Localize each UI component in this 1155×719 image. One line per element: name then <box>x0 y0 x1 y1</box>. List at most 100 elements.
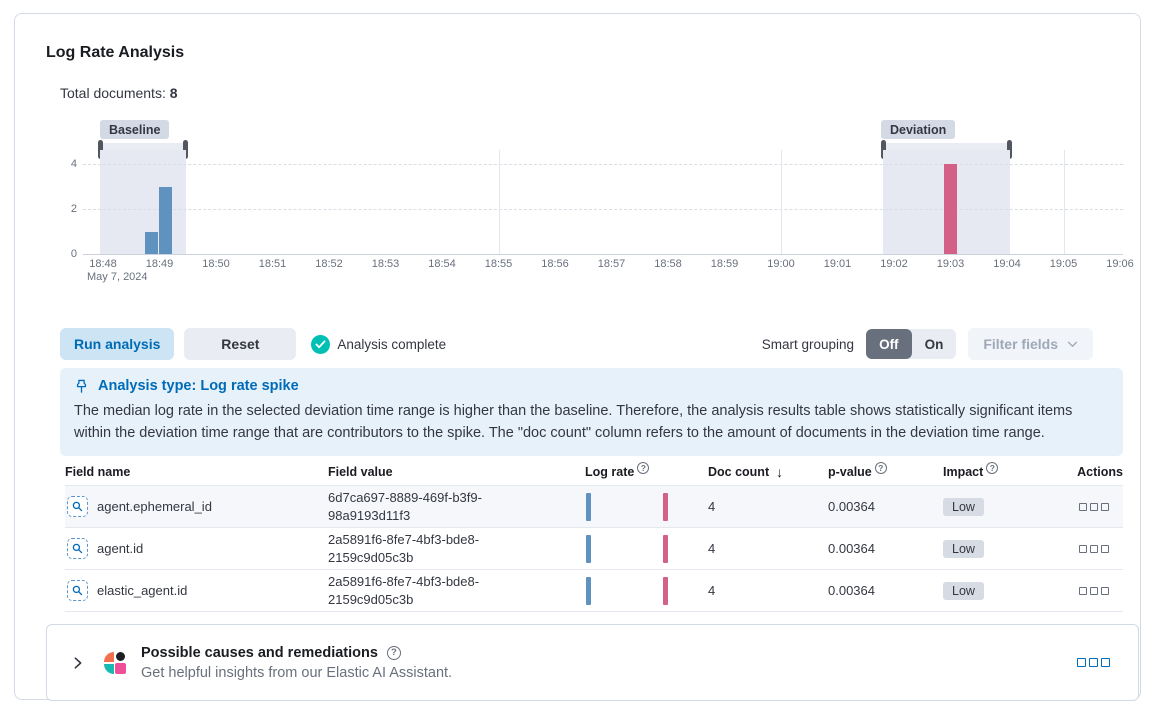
doc-count-cell: 4 <box>708 499 716 514</box>
insights-title: Possible causes and remediations <box>141 644 378 661</box>
pin-icon <box>76 379 87 393</box>
results-table: Field name Field value Log rate? Doc cou… <box>65 459 1123 612</box>
v-gridline <box>498 150 500 254</box>
log-pattern-analysis-icon[interactable] <box>67 538 88 559</box>
smart-grouping-toggle: Off On <box>866 329 957 359</box>
column-header-actions: Actions <box>1077 465 1123 479</box>
histogram-bar <box>145 231 158 254</box>
insights-subtitle: Get helpful insights from our Elastic AI… <box>141 664 453 681</box>
field-name-cell: agent.ephemeral_id <box>97 499 212 514</box>
log-rate-mini-chart <box>570 532 690 566</box>
column-header-log-rate[interactable]: Log rate? <box>570 462 690 479</box>
x-axis-label: 18:58 <box>654 258 682 270</box>
baseline-mini-bar <box>586 534 591 563</box>
x-axis-label: 18:49 <box>145 258 174 270</box>
baseline-mini-bar <box>586 492 591 521</box>
deviation-mini-bar <box>663 576 668 605</box>
histogram-bar <box>159 186 172 254</box>
smart-grouping-label: Smart grouping <box>761 336 855 352</box>
field-value-cell: 2a5891f6-8fe7-4bf3-bde8-2159c9d05c3b <box>328 531 480 565</box>
x-axis-label: 18:56 <box>541 258 569 270</box>
x-axis-label: 18:52 <box>315 258 343 270</box>
table-row: agent.ephemeral_id 6d7ca697-8889-469f-b3… <box>65 485 1123 527</box>
filter-fields-button[interactable]: Filter fields <box>968 328 1093 360</box>
column-header-doc-count[interactable]: Doc count ↓ <box>708 464 784 480</box>
h-gridline <box>83 164 1123 165</box>
possible-causes-accordion[interactable]: Possible causes and remediations ? Get h… <box>46 624 1139 701</box>
row-actions-icon[interactable] <box>1079 586 1109 595</box>
histogram-bar <box>944 164 957 254</box>
table-row: agent.id 2a5891f6-8fe7-4bf3-bde8-2159c9d… <box>65 527 1123 569</box>
document-count-chart[interactable] <box>83 150 1123 255</box>
x-axis-label: 19:03 <box>936 258 965 270</box>
log-rate-analysis-panel: Log Rate Analysis Total documents: 8 Bas… <box>14 13 1141 701</box>
baseline-badge: Baseline <box>100 120 170 139</box>
info-icon[interactable]: ? <box>986 462 999 474</box>
p-value-cell: 0.00364 <box>828 541 875 556</box>
run-analysis-button[interactable]: Run analysis <box>60 328 175 360</box>
callout-body: The median log rate in the selected devi… <box>74 403 1073 441</box>
analysis-status-label: Analysis complete <box>337 336 447 352</box>
field-value-cell: 2a5891f6-8fe7-4bf3-bde8-2159c9d05c3b <box>328 573 480 607</box>
x-axis-label: 18:53 <box>371 258 400 270</box>
deviation-badge: Deviation <box>881 120 956 139</box>
help-icon[interactable]: ? <box>386 645 401 660</box>
column-header-field-value[interactable]: Field value <box>328 465 393 479</box>
check-icon <box>311 334 331 354</box>
x-axis-label: 19:01 <box>823 258 852 270</box>
filter-fields-label: Filter fields <box>983 336 1058 352</box>
column-header-impact[interactable]: Impact? <box>925 462 1045 479</box>
smart-grouping-off-button[interactable]: Off <box>866 329 912 359</box>
x-axis-label: 19:05 <box>1049 258 1078 270</box>
log-rate-mini-chart <box>570 574 690 608</box>
elastic-ai-assistant-icon <box>104 651 126 674</box>
log-rate-mini-chart <box>570 490 690 524</box>
controls-row: Run analysis Reset Analysis complete Sma… <box>60 328 1093 360</box>
row-actions-icon[interactable] <box>1079 502 1109 511</box>
x-axis-label: 19:00 <box>767 258 795 270</box>
v-gridline <box>781 150 782 254</box>
x-axis-label: 18:48 <box>89 258 117 270</box>
x-axis-label: 18:59 <box>710 258 739 270</box>
callout-title: Analysis type: Log rate spike <box>98 378 299 394</box>
page-title: Log Rate Analysis <box>46 44 185 61</box>
log-pattern-analysis-icon[interactable] <box>67 580 88 601</box>
doc-count-cell: 4 <box>708 541 716 556</box>
p-value-cell: 0.00364 <box>828 583 875 598</box>
smart-grouping-on-button[interactable]: On <box>924 336 944 352</box>
x-axis-label: 19:04 <box>993 258 1021 270</box>
reset-button[interactable]: Reset <box>184 328 297 360</box>
deviation-mini-bar <box>663 492 668 521</box>
v-gridline <box>1063 150 1065 254</box>
chevron-right-icon[interactable] <box>69 654 87 672</box>
doc-count-cell: 4 <box>708 583 716 598</box>
total-documents: Total documents: 8 <box>60 85 178 101</box>
log-pattern-analysis-icon[interactable] <box>67 496 88 517</box>
x-axis-label: 19:02 <box>880 258 908 270</box>
row-actions-icon[interactable] <box>1079 544 1109 553</box>
total-documents-label: Total documents: <box>60 85 166 101</box>
info-icon[interactable]: ? <box>874 462 887 474</box>
x-axis-label: 18:54 <box>428 258 456 270</box>
info-icon[interactable]: ? <box>637 462 650 474</box>
insights-actions-icon[interactable] <box>1077 658 1110 667</box>
x-axis-label: 18:55 <box>484 258 513 270</box>
y-axis-label: 4 <box>70 158 77 170</box>
p-value-cell: 0.00364 <box>828 499 875 514</box>
column-header-field-name[interactable]: Field name <box>65 465 131 479</box>
table-header-row: Field name Field value Log rate? Doc cou… <box>65 459 1123 485</box>
x-axis-label: 19:06 <box>1106 258 1134 270</box>
x-axis: 18:48 18:49 18:50 18:51 18:52 18:53 18:54 18:55… <box>83 258 1134 272</box>
total-documents-value: 8 <box>169 85 178 101</box>
baseline-window-region <box>100 150 186 254</box>
x-axis-label: 18:50 <box>202 258 230 270</box>
x-axis-label: 18:57 <box>597 258 626 270</box>
table-row: elastic_agent.id 2a5891f6-8fe7-4bf3-bde8… <box>65 569 1123 611</box>
field-name-cell: agent.id <box>97 541 144 556</box>
analysis-type-callout: Analysis type: Log rate spike The median… <box>60 368 1123 456</box>
h-gridline <box>83 209 1123 210</box>
sort-desc-icon: ↓ <box>776 464 784 480</box>
column-header-p-value[interactable]: p-value? <box>810 462 925 479</box>
x-axis-date-label: May 7, 2024 <box>87 271 148 283</box>
